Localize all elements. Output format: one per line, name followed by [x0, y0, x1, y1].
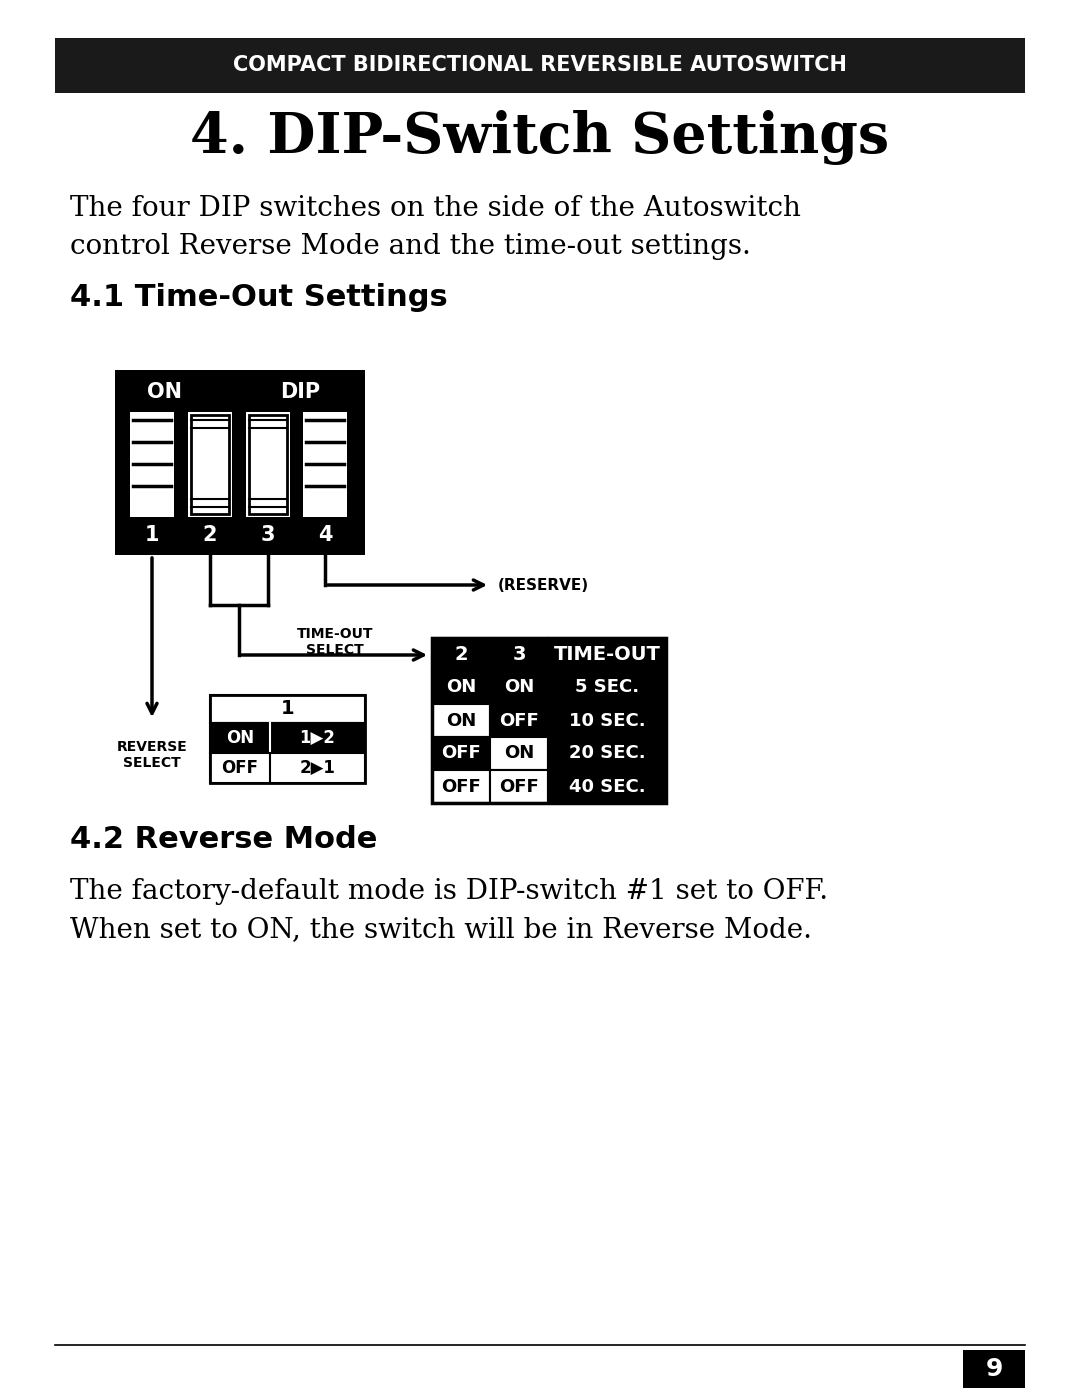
Bar	[548, 738, 666, 770]
Text: 3: 3	[260, 525, 275, 545]
Text: 1▶2: 1▶2	[299, 729, 336, 747]
Bar	[432, 704, 490, 738]
Text: ON: ON	[226, 729, 254, 747]
Text: 9: 9	[985, 1356, 1002, 1382]
Text: The four DIP switches on the side of the Autoswitch: The four DIP switches on the side of the…	[70, 196, 801, 222]
Bar	[432, 671, 490, 704]
Bar	[210, 694, 365, 724]
Text: The factory-default mode is DIP-switch #1 set to OFF.: The factory-default mode is DIP-switch #…	[70, 877, 828, 905]
Text: 1: 1	[281, 700, 295, 718]
Bar	[548, 770, 666, 803]
Text: 4. DIP-Switch Settings: 4. DIP-Switch Settings	[190, 110, 890, 165]
Bar	[303, 412, 347, 517]
Text: OFF: OFF	[221, 759, 258, 777]
Bar	[191, 415, 229, 514]
Text: 1: 1	[145, 525, 159, 545]
Text: ON: ON	[148, 381, 183, 402]
Bar	[210, 694, 365, 782]
Text: 4: 4	[318, 525, 333, 545]
Text: COMPACT BIDIRECTIONAL REVERSIBLE AUTOSWITCH: COMPACT BIDIRECTIONAL REVERSIBLE AUTOSWI…	[233, 54, 847, 75]
Text: 2: 2	[455, 645, 468, 664]
Text: OFF: OFF	[499, 778, 539, 795]
Text: 4.2 Reverse Mode: 4.2 Reverse Mode	[70, 826, 377, 854]
Text: TIME-OUT: TIME-OUT	[554, 645, 661, 664]
Bar	[432, 738, 490, 770]
Text: REVERSE
SELECT: REVERSE SELECT	[117, 740, 187, 770]
Text: control Reverse Mode and the time-out settings.: control Reverse Mode and the time-out se…	[70, 233, 751, 260]
Text: ON: ON	[446, 679, 476, 697]
Text: DIP: DIP	[280, 381, 320, 402]
Text: OFF: OFF	[441, 745, 481, 763]
Bar	[548, 671, 666, 704]
Bar	[188, 412, 232, 517]
Bar	[210, 724, 365, 753]
Bar	[490, 704, 548, 738]
Text: OFF: OFF	[499, 711, 539, 729]
Text: When set to ON, the switch will be in Reverse Mode.: When set to ON, the switch will be in Re…	[70, 916, 812, 943]
Bar	[432, 638, 666, 803]
Text: 4.1 Time-Out Settings: 4.1 Time-Out Settings	[70, 284, 448, 312]
Bar	[114, 370, 365, 555]
Text: ON: ON	[504, 745, 535, 763]
Bar	[130, 412, 174, 517]
Text: OFF: OFF	[441, 778, 481, 795]
Text: 10 SEC.: 10 SEC.	[569, 711, 646, 729]
Bar	[548, 704, 666, 738]
Bar	[963, 1350, 1025, 1389]
Text: 40 SEC.: 40 SEC.	[569, 778, 646, 795]
Text: (RESERVE): (RESERVE)	[498, 577, 589, 592]
Bar	[55, 38, 1025, 94]
Text: 2▶1: 2▶1	[299, 759, 336, 777]
Bar	[490, 638, 548, 671]
Bar	[548, 638, 666, 671]
Bar	[432, 638, 490, 671]
Bar	[210, 753, 365, 782]
Bar	[246, 412, 291, 517]
Text: 2: 2	[203, 525, 217, 545]
Bar	[490, 770, 548, 803]
Text: ON: ON	[446, 711, 476, 729]
Text: 5 SEC.: 5 SEC.	[575, 679, 639, 697]
Text: TIME-OUT
SELECT: TIME-OUT SELECT	[297, 627, 374, 657]
Bar	[490, 671, 548, 704]
Bar	[432, 770, 490, 803]
Text: ON: ON	[504, 679, 535, 697]
Text: 20 SEC.: 20 SEC.	[569, 745, 646, 763]
Bar	[490, 738, 548, 770]
Text: 3: 3	[512, 645, 526, 664]
Bar	[249, 415, 287, 514]
